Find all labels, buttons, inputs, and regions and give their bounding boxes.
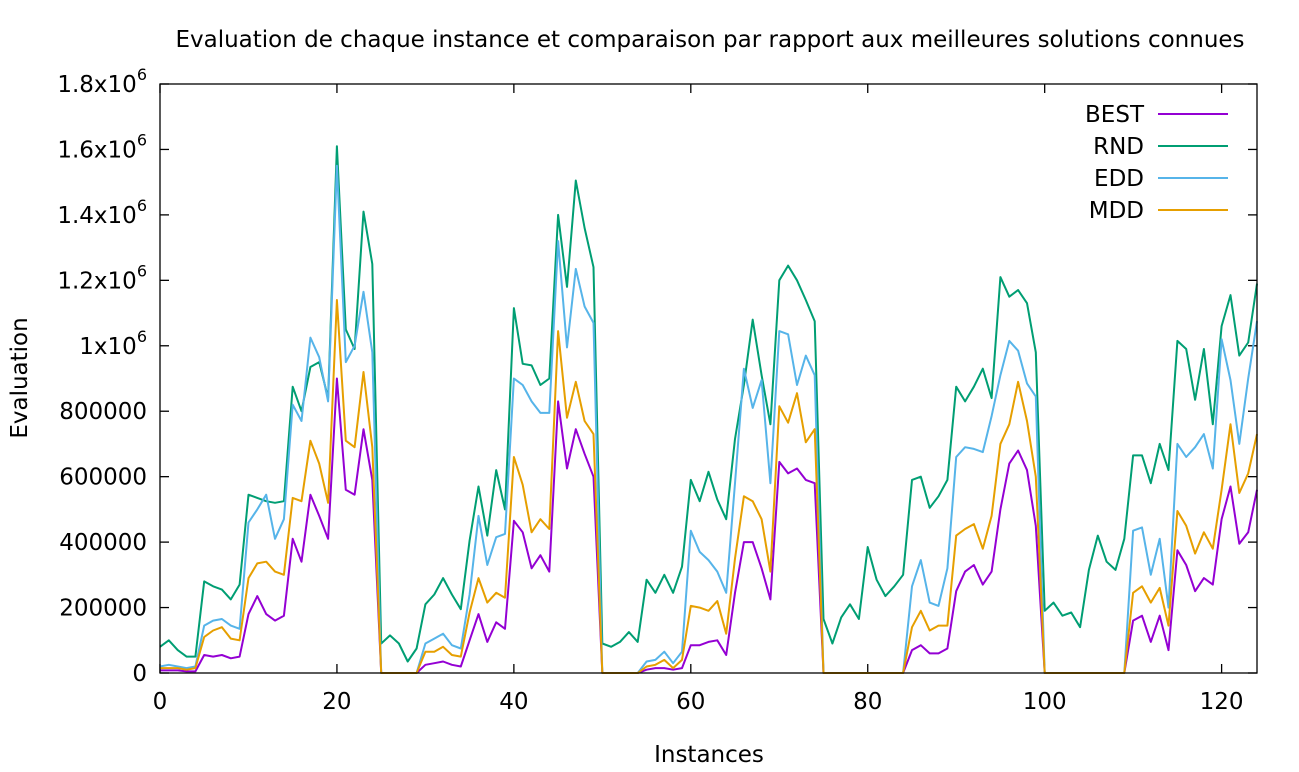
- x-tick-label: 120: [1200, 689, 1244, 715]
- y-tick-label: 200000: [59, 596, 147, 622]
- y-tick-label-base: 1x10: [79, 334, 137, 360]
- y-axis-label: Evaluation: [7, 317, 33, 438]
- y-tick-label-base: 200000: [59, 596, 147, 622]
- y-tick-label-exponent: 6: [137, 261, 147, 280]
- series-line-edd: [159, 164, 1258, 674]
- y-tick-label-base: 0: [132, 661, 147, 687]
- y-tick-label-base: 1.6x10: [57, 137, 136, 163]
- y-tick-label-exponent: 6: [137, 327, 147, 346]
- y-tick-label-exponent: 6: [137, 130, 147, 149]
- y-tick-label: 800000: [59, 399, 147, 425]
- y-tick-label: 1.4x106: [57, 196, 147, 229]
- legend: BEST RND EDD MDD: [1085, 102, 1228, 224]
- x-tick-label: 0: [153, 689, 168, 715]
- legend-label-edd: EDD: [1094, 166, 1144, 192]
- y-tick-label-base: 400000: [59, 530, 147, 556]
- y-axis-ticks: 02000004000006000008000001x1061.2x1061.4…: [57, 65, 1257, 687]
- y-tick-label: 0: [132, 661, 147, 687]
- y-tick-label: 1.8x106: [57, 65, 147, 98]
- x-tick-label: 20: [322, 689, 351, 715]
- legend-label-best: BEST: [1085, 102, 1145, 128]
- series-line-best: [160, 377, 1258, 674]
- x-tick-label: 60: [676, 689, 705, 715]
- plot-area-frame: [159, 83, 1258, 674]
- x-axis-ticks: 0 20 40 60 80 100 120: [153, 84, 1244, 715]
- y-tick-label-base: 1.4x10: [57, 203, 136, 229]
- y-tick-label-base: 1.8x10: [57, 72, 136, 98]
- y-tick-label-base: 1.2x10: [57, 268, 136, 294]
- y-tick-label-base: 800000: [59, 399, 147, 425]
- x-tick-label: 40: [499, 689, 528, 715]
- y-tick-label: 600000: [59, 465, 147, 491]
- x-tick-label: 80: [853, 689, 882, 715]
- y-tick-label: 1.2x106: [57, 261, 147, 294]
- legend-label-rnd: RND: [1093, 134, 1144, 160]
- series-line-mdd: [160, 299, 1258, 674]
- y-tick-label-exponent: 6: [137, 65, 147, 84]
- y-tick-label-base: 600000: [59, 465, 147, 491]
- chart-title: Evaluation de chaque instance et compara…: [175, 27, 1244, 53]
- y-tick-label: 400000: [59, 530, 147, 556]
- y-tick-label: 1.6x106: [57, 130, 147, 163]
- series-line-rnd: [159, 145, 1258, 663]
- x-axis-label: Instances: [654, 742, 764, 768]
- x-tick-label: 100: [1023, 689, 1067, 715]
- y-tick-label: 1x106: [79, 327, 147, 360]
- y-tick-label-exponent: 6: [137, 196, 147, 215]
- legend-label-mdd: MDD: [1089, 198, 1144, 224]
- series-lines: [159, 145, 1258, 674]
